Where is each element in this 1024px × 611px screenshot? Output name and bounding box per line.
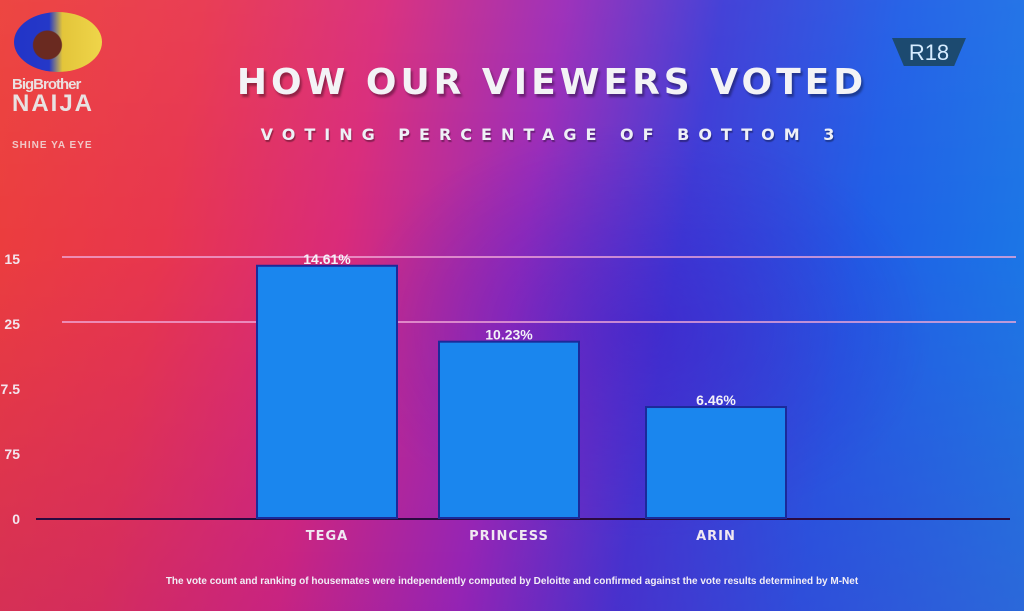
data-label: 10.23% <box>485 327 533 343</box>
data-labels: 14.61% 10.23% 6.46% <box>303 251 736 408</box>
y-tick-label: 25 <box>4 316 20 332</box>
y-tick-label: 15 <box>4 251 20 267</box>
bars <box>256 264 787 520</box>
chart-title: HOW OUR VIEWERS VOTED <box>236 62 868 103</box>
logo-line2: NAIJA <box>12 90 95 117</box>
gridlines <box>62 256 1016 323</box>
x-tick-label: ARIN <box>696 529 736 544</box>
bar-tega <box>256 264 398 520</box>
data-label: 14.61% <box>303 251 351 267</box>
y-axis-ticks: 0 75 7.5 25 15 <box>1 251 21 527</box>
big-brother-naija-logo: BigBrother NAIJA SHINE YA EYE <box>12 12 112 157</box>
eye-logo-icon <box>14 12 102 72</box>
x-axis-labels: TEGA PRINCESS ARIN <box>306 529 736 544</box>
x-tick-label: PRINCESS <box>469 529 549 544</box>
disclaimer-footer: The vote count and ranking of housemates… <box>165 576 859 587</box>
x-tick-label: TEGA <box>306 529 348 544</box>
y-tick-label: 75 <box>4 446 20 462</box>
logo-tagline: SHINE YA EYE <box>12 140 93 151</box>
data-label: 6.46% <box>696 392 736 408</box>
y-tick-label: 0 <box>12 511 20 527</box>
y-tick-label: 7.5 <box>1 381 21 397</box>
bar-arin <box>645 406 787 520</box>
logo-line1: BigBrother <box>12 76 81 93</box>
bar-princess <box>438 340 580 519</box>
chart-subtitle: VOTING PERCENTAGE OF BOTTOM 3 <box>260 125 844 144</box>
age-rating-badge: R18 <box>892 38 966 66</box>
